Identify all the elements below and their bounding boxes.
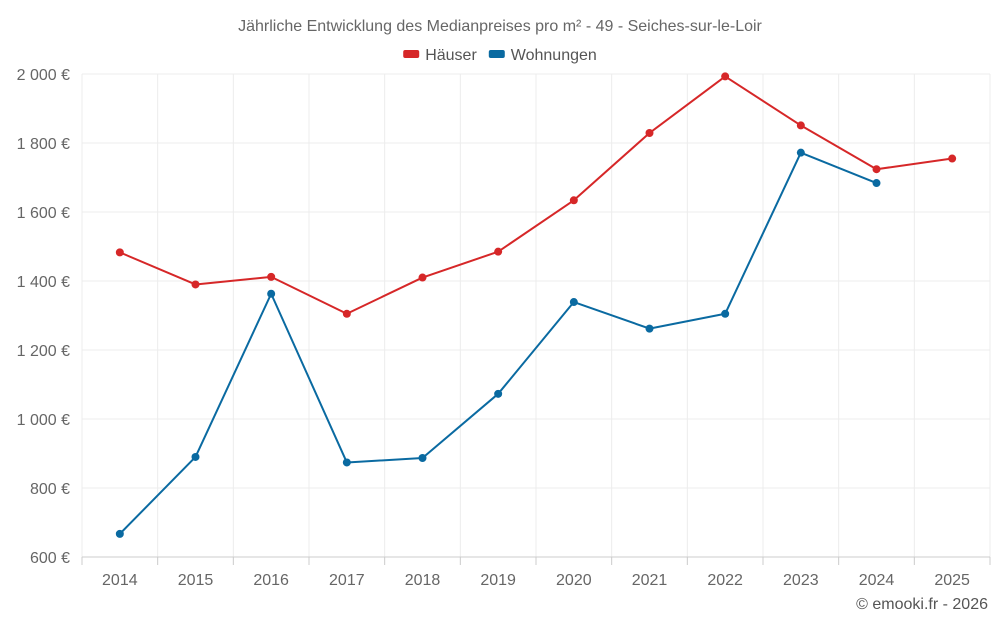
data-point[interactable] [872, 179, 881, 188]
x-tick-label: 2015 [178, 572, 214, 589]
chart-title: Jährliche Entwicklung des Medianpreises … [238, 18, 762, 35]
legend: Häuser Wohnungen [403, 47, 597, 64]
series-häuser [115, 72, 957, 318]
y-tick-label: 2 000 € [17, 67, 70, 84]
y-tick-label: 1 000 € [17, 412, 70, 429]
data-point[interactable] [645, 128, 654, 137]
data-point[interactable] [418, 273, 427, 282]
data-point[interactable] [494, 247, 503, 256]
data-point[interactable] [191, 452, 200, 461]
legend-label: Wohnungen [511, 47, 597, 64]
x-axis: 2014 2015 2016 2017 2018 2019 2020 2021 2022 2023… [81, 557, 991, 589]
grid [81, 73, 991, 557]
data-point[interactable] [569, 196, 578, 205]
data-point[interactable] [267, 272, 276, 281]
data-point[interactable] [267, 289, 276, 298]
legend-item-wohnungen[interactable]: Wohnungen [488, 47, 597, 64]
x-tick-label: 2019 [480, 572, 516, 589]
data-point[interactable] [721, 72, 730, 81]
y-tick-label: 1 200 € [17, 343, 70, 360]
data-point[interactable] [948, 154, 957, 163]
x-tick-label: 2020 [556, 572, 592, 589]
x-tick-label: 2016 [253, 572, 289, 589]
data-point[interactable] [115, 529, 124, 538]
series-wohnungen [115, 148, 881, 538]
legend-item-häuser[interactable]: Häuser [403, 47, 477, 64]
x-tick-label: 2022 [707, 572, 743, 589]
data-point[interactable] [796, 148, 805, 157]
credit-text: © emooki.fr - 2026 [856, 596, 988, 613]
data-point[interactable] [872, 165, 881, 174]
legend-swatch [488, 50, 505, 58]
legend-swatch [403, 50, 420, 58]
x-tick-label: 2021 [632, 572, 668, 589]
data-point[interactable] [342, 458, 351, 467]
series-layer [115, 72, 957, 538]
data-point[interactable] [191, 280, 200, 289]
data-point[interactable] [342, 309, 351, 318]
x-tick-label: 2014 [102, 572, 138, 589]
data-point[interactable] [115, 248, 124, 257]
x-tick-label: 2025 [934, 572, 970, 589]
y-tick-label: 1 800 € [17, 136, 70, 153]
data-point[interactable] [645, 324, 654, 333]
y-axis: 600 € 800 € 1 000 € 1 200 € 1 400 € 1 600 € 1 … [17, 67, 990, 567]
data-point[interactable] [569, 298, 578, 307]
y-tick-label: 600 € [30, 550, 70, 567]
y-tick-label: 1 600 € [17, 205, 70, 222]
y-tick-label: 800 € [30, 481, 70, 498]
x-tick-label: 2017 [329, 572, 365, 589]
data-point[interactable] [418, 453, 427, 462]
data-point[interactable] [796, 121, 805, 130]
y-tick-label: 1 400 € [17, 274, 70, 291]
x-tick-label: 2024 [859, 572, 895, 589]
legend-label: Häuser [425, 47, 477, 64]
data-point[interactable] [494, 389, 503, 398]
data-point[interactable] [721, 309, 730, 318]
x-tick-label: 2023 [783, 572, 819, 589]
series-line [119, 75, 953, 315]
x-tick-label: 2018 [405, 572, 441, 589]
